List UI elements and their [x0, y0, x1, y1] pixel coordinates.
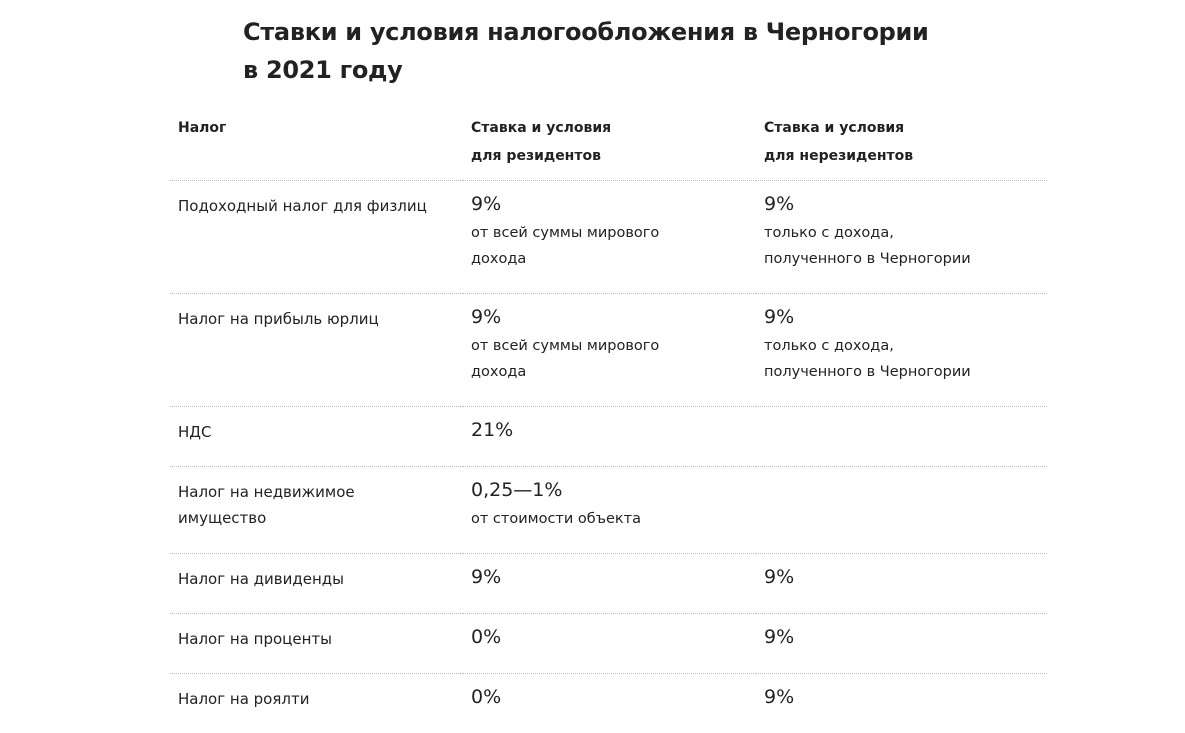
rate-note: только с дохода, полученного в Черногори… — [764, 220, 994, 272]
rate-value: 9% — [764, 192, 1039, 216]
rate-note: от всей суммы мирового дохода — [471, 220, 701, 272]
tax-name: НДС — [178, 418, 455, 445]
cell-tax: Подоходный налог для физлиц — [170, 181, 463, 294]
cell-nonresidents: 9% только с дохода, полученного в Черного… — [756, 181, 1047, 294]
rate-value: 9% — [471, 565, 748, 589]
header-tax: Налог — [170, 114, 463, 181]
tax-table: Налог Ставка и условия для резидентов Ст… — [170, 114, 1047, 733]
cell-tax: НДС — [170, 407, 463, 467]
rate-value: 9% — [471, 305, 748, 329]
rate-note: от всей суммы мирового дохода — [471, 333, 701, 385]
cell-nonresidents: 9% — [756, 674, 1047, 733]
tax-name: Налог на роялти — [178, 685, 455, 712]
table-row: Налог на дивиденды 9% 9% — [170, 554, 1047, 614]
tax-name: Налог на проценты — [178, 625, 455, 652]
tax-name: Налог на дивиденды — [178, 565, 455, 592]
table-row: НДС 21% — [170, 407, 1047, 467]
cell-residents: 21% — [463, 407, 756, 467]
cell-nonresidents — [756, 467, 1047, 554]
rate-value: 0,25—1% — [471, 478, 748, 502]
table-row: Налог на недвижимое имущество 0,25—1% от с… — [170, 467, 1047, 554]
cell-nonresidents: 9% — [756, 614, 1047, 674]
cell-nonresidents — [756, 407, 1047, 467]
cell-tax: Налог на роялти — [170, 674, 463, 733]
table-row: Налог на прибыль юрлиц 9% от всей суммы ми… — [170, 294, 1047, 407]
cell-residents: 9% от всей суммы мирового дохода — [463, 294, 756, 407]
tax-name: Налог на прибыль юрлиц — [178, 305, 455, 332]
rate-note: от стоимости объекта — [471, 506, 701, 532]
table-row: Подоходный налог для физлиц 9% от всей сум… — [170, 181, 1047, 294]
tax-name: Подоходный налог для физлиц — [178, 192, 455, 219]
rate-note: только с дохода, полученного в Черногори… — [764, 333, 994, 385]
cell-tax: Налог на недвижимое имущество — [170, 467, 463, 554]
cell-tax: Налог на дивиденды — [170, 554, 463, 614]
table-row: Налог на роялти 0% 9% — [170, 674, 1047, 733]
header-label: Ставка и условия для нерезидентов — [764, 114, 934, 170]
cell-tax: Налог на прибыль юрлиц — [170, 294, 463, 407]
table-header-row: Налог Ставка и условия для резидентов Ст… — [170, 114, 1047, 181]
header-residents: Ставка и условия для резидентов — [463, 114, 756, 181]
cell-residents: 9% от всей суммы мирового дохода — [463, 181, 756, 294]
header-nonresidents: Ставка и условия для нерезидентов — [756, 114, 1047, 181]
header-label: Ставка и условия для резидентов — [471, 114, 641, 170]
table-row: Налог на проценты 0% 9% — [170, 614, 1047, 674]
rate-value: 9% — [764, 625, 1039, 649]
rate-value: 9% — [471, 192, 748, 216]
cell-nonresidents: 9% — [756, 554, 1047, 614]
tax-name: Налог на недвижимое имущество — [178, 478, 378, 531]
cell-residents: 0% — [463, 614, 756, 674]
page-title: Ставки и условия налогообложения в Черно… — [243, 13, 943, 89]
rate-value: 9% — [764, 305, 1039, 329]
rate-value: 9% — [764, 685, 1039, 709]
cell-residents: 9% — [463, 554, 756, 614]
header-label: Налог — [178, 114, 298, 142]
cell-residents: 0% — [463, 674, 756, 733]
cell-tax: Налог на проценты — [170, 614, 463, 674]
cell-nonresidents: 9% только с дохода, полученного в Черного… — [756, 294, 1047, 407]
cell-residents: 0,25—1% от стоимости объекта — [463, 467, 756, 554]
rate-value: 21% — [471, 418, 748, 442]
rate-value: 0% — [471, 685, 748, 709]
rate-value: 9% — [764, 565, 1039, 589]
rate-value: 0% — [471, 625, 748, 649]
